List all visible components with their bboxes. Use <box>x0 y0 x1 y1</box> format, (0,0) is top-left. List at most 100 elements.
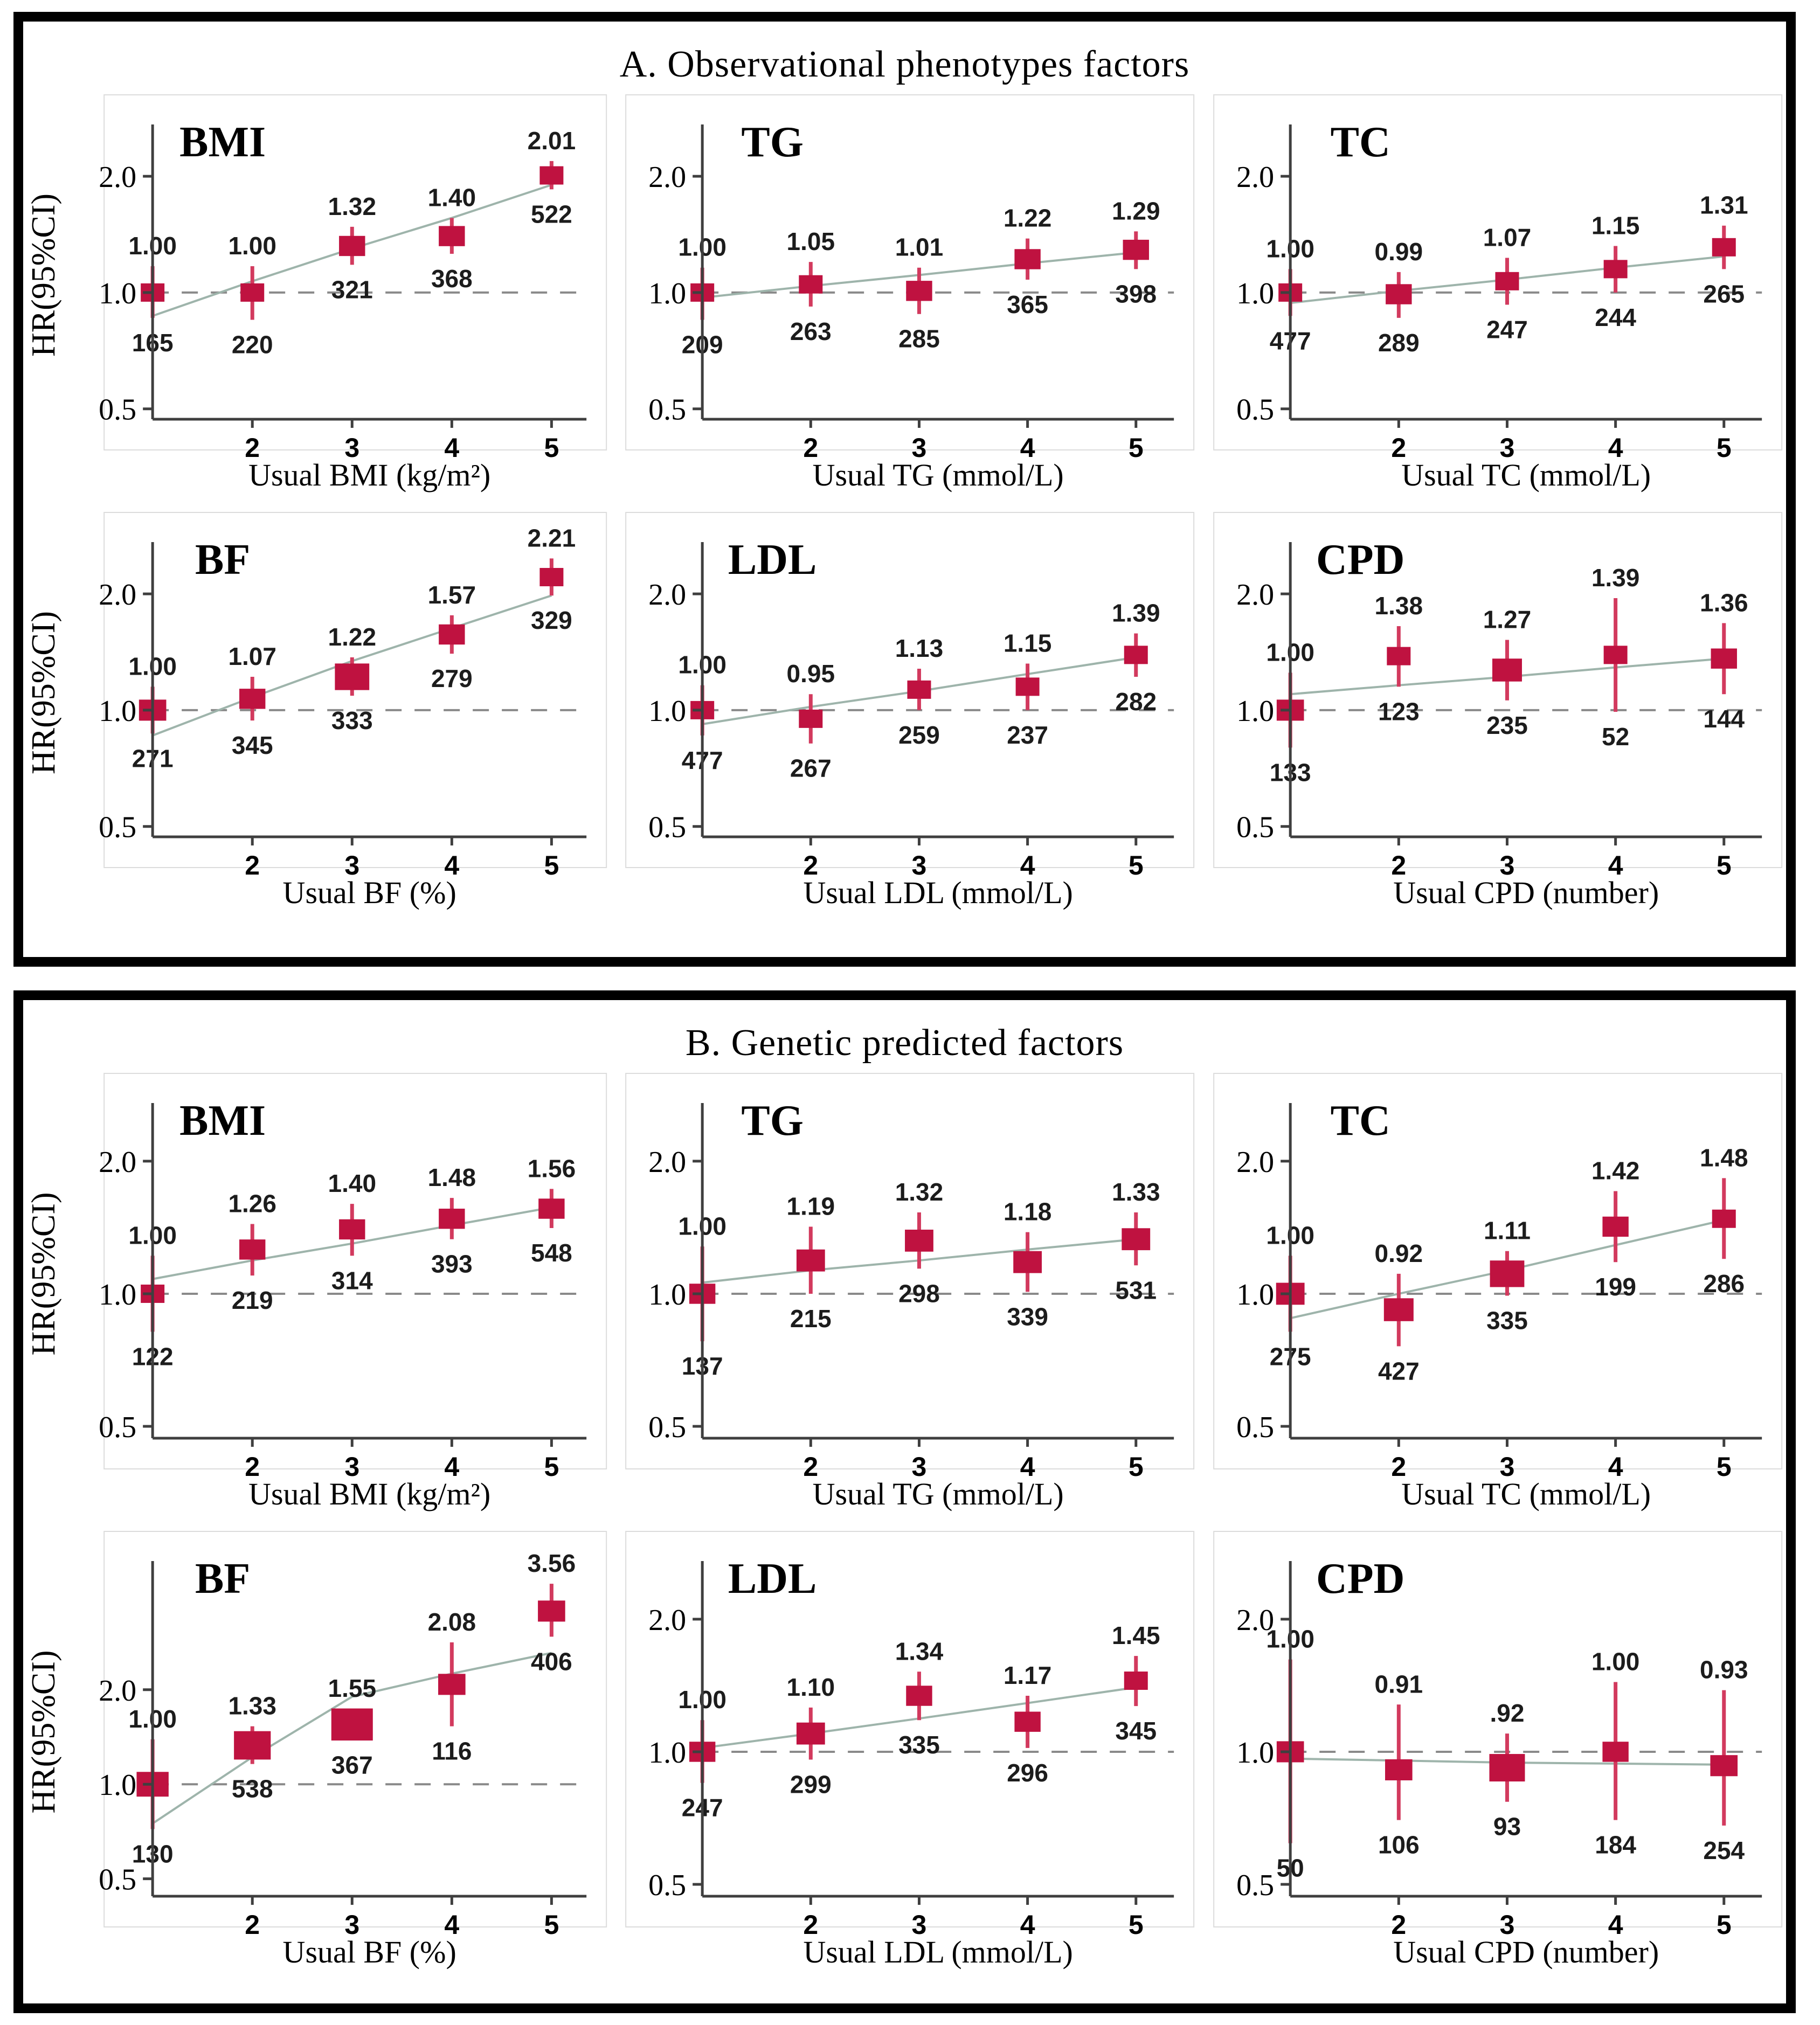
data-point-marker <box>1385 284 1412 304</box>
y-axis-title: HR(95%CI) <box>25 611 62 774</box>
x-tick-label: 3 <box>1499 1910 1514 1940</box>
y-tick-label: 1.0 <box>648 1736 686 1770</box>
x-tick-label: 2 <box>245 1910 260 1940</box>
data-point-marker <box>1603 646 1628 664</box>
data-point-marker <box>797 1722 826 1745</box>
count-label: 282 <box>1116 688 1157 716</box>
count-label: 367 <box>331 1751 373 1779</box>
data-point-marker <box>538 1600 565 1622</box>
count-label: 329 <box>531 606 572 634</box>
hr-value-label: 1.40 <box>428 183 476 211</box>
x-tick-label: 2 <box>1391 1452 1406 1482</box>
hr-value-label: 1.01 <box>895 233 944 261</box>
count-label: 333 <box>331 706 373 734</box>
y-tick-label: 2.0 <box>648 1604 686 1637</box>
x-tick-label: 5 <box>1129 433 1144 463</box>
y-tick-label: 1.0 <box>99 1769 136 1802</box>
y-tick-label: 1.0 <box>1236 1736 1274 1770</box>
data-point-marker <box>907 680 931 699</box>
x-axis-title: Usual CPD (number) <box>1393 1934 1659 1969</box>
count-label: 345 <box>1116 1717 1157 1745</box>
subplot-frame <box>625 1073 1195 1469</box>
y-axis-title: HR(95%CI) <box>25 1650 62 1813</box>
x-axis-title: Usual LDL (mmol/L) <box>804 1934 1073 1969</box>
y-tick-label: 1.0 <box>648 277 686 310</box>
y-tick-label: 0.5 <box>648 1869 686 1902</box>
hr-value-label: 1.00 <box>1591 1647 1640 1675</box>
x-tick-label: 3 <box>344 1910 359 1940</box>
count-label: 298 <box>898 1279 940 1307</box>
count-label: 538 <box>232 1775 273 1803</box>
count-label: 314 <box>331 1266 373 1294</box>
x-tick-label: 4 <box>1020 433 1035 463</box>
data-point-marker <box>797 1249 826 1272</box>
count-label: 259 <box>898 721 940 749</box>
data-point-marker <box>331 1708 373 1741</box>
y-tick-label: 2.0 <box>99 1674 136 1708</box>
y-tick-label: 2.0 <box>99 161 136 194</box>
hr-value-label: 0.99 <box>1374 238 1423 266</box>
data-point-marker <box>799 275 823 294</box>
hr-value-label: 1.29 <box>1112 197 1160 225</box>
y-tick-label: 2.0 <box>1236 161 1274 194</box>
trend-line <box>152 1652 552 1825</box>
count-label: 199 <box>1595 1273 1636 1301</box>
hr-value-label: 2.01 <box>528 127 576 155</box>
hr-value-label: 1.18 <box>1004 1198 1052 1226</box>
hr-value-label: 1.42 <box>1591 1156 1640 1184</box>
section-a-title: A. Observational phenotypes factors <box>619 44 1190 85</box>
data-point-marker <box>905 1229 934 1252</box>
x-tick-label: 5 <box>1717 850 1732 880</box>
panel-cell-B-TC: 1.00 275 0.92 427 1.11 335 1.42 199 1.48 286 2.0 1.… <box>1199 1069 1786 1527</box>
x-tick-label: 4 <box>1020 1910 1035 1940</box>
panel-cell-B-BF: 1.00 130 1.33 538 1.55 367 2.08 116 3.56 406 2.0 1.… <box>23 1527 611 1985</box>
panel-title: TG <box>742 1097 804 1145</box>
y-tick-label: 1.0 <box>99 1278 136 1312</box>
data-point-marker <box>1013 1251 1042 1273</box>
x-tick-label: 3 <box>912 433 927 463</box>
x-tick-label: 4 <box>444 850 459 880</box>
hr-value-label: 0.93 <box>1700 1656 1748 1684</box>
hr-value-label: 1.22 <box>1004 204 1052 232</box>
panel-cell-B-CPD: 1.00 50 0.91 106.92 93 1.00 184 0.93 254 2.0 1.0 0.… <box>1199 1527 1786 1985</box>
x-tick-label: 4 <box>1608 1452 1623 1482</box>
x-tick-label: 4 <box>1608 1910 1623 1940</box>
count-label: 548 <box>531 1239 572 1267</box>
count-label: 321 <box>331 275 373 303</box>
count-label: 335 <box>898 1731 940 1759</box>
count-label: 106 <box>1378 1831 1420 1859</box>
x-axis-title: Usual TC (mmol/L) <box>1401 1476 1651 1511</box>
count-label: 93 <box>1493 1813 1521 1841</box>
x-tick-label: 2 <box>1391 433 1406 463</box>
x-tick-label: 5 <box>544 1452 559 1482</box>
y-tick-label: 2.0 <box>648 1146 686 1179</box>
data-point-marker <box>1712 238 1736 256</box>
x-tick-label: 4 <box>1020 850 1035 880</box>
panel-cell-A-BMI: 1.00 165 1.00 220 1.32 321 1.40 368 2.01 522 2.0 1.… <box>23 91 611 508</box>
chart-B-BMI: 1.001221.262191.403141.483931.565482.01.… <box>25 1073 607 1511</box>
x-axis-title: Usual TG (mmol/L) <box>813 457 1064 493</box>
hr-value-label: 1.55 <box>328 1674 377 1702</box>
hr-value-label: 1.33 <box>228 1692 276 1720</box>
x-tick-label: 5 <box>1129 1452 1144 1482</box>
x-tick-label: 2 <box>245 850 260 880</box>
x-tick-label: 3 <box>1499 850 1514 880</box>
y-tick-label: 2.0 <box>1236 1146 1274 1179</box>
chart-B-BF: 1.001301.335381.553672.081163.564062.01.… <box>25 1531 607 1969</box>
count-label: 368 <box>431 265 473 293</box>
hr-value-label: 0.91 <box>1374 1670 1423 1698</box>
y-tick-label: 1.0 <box>648 695 686 728</box>
section-genetic: B. Genetic predicted factors 1.00 122 1.26… <box>13 990 1796 2013</box>
count-label: 398 <box>1116 280 1157 308</box>
x-tick-label: 2 <box>1391 1910 1406 1940</box>
data-point-marker <box>335 663 370 690</box>
hr-value-label: 1.07 <box>1483 223 1531 251</box>
panel-title: CPD <box>1316 536 1404 584</box>
data-point-marker <box>1603 260 1628 279</box>
data-point-marker <box>239 689 266 709</box>
x-tick-label: 3 <box>344 850 359 880</box>
subplot-frame <box>1213 1531 1782 1927</box>
data-point-marker <box>906 1686 932 1706</box>
data-point-marker <box>339 1219 365 1240</box>
x-axis-title: Usual TC (mmol/L) <box>1401 457 1651 493</box>
